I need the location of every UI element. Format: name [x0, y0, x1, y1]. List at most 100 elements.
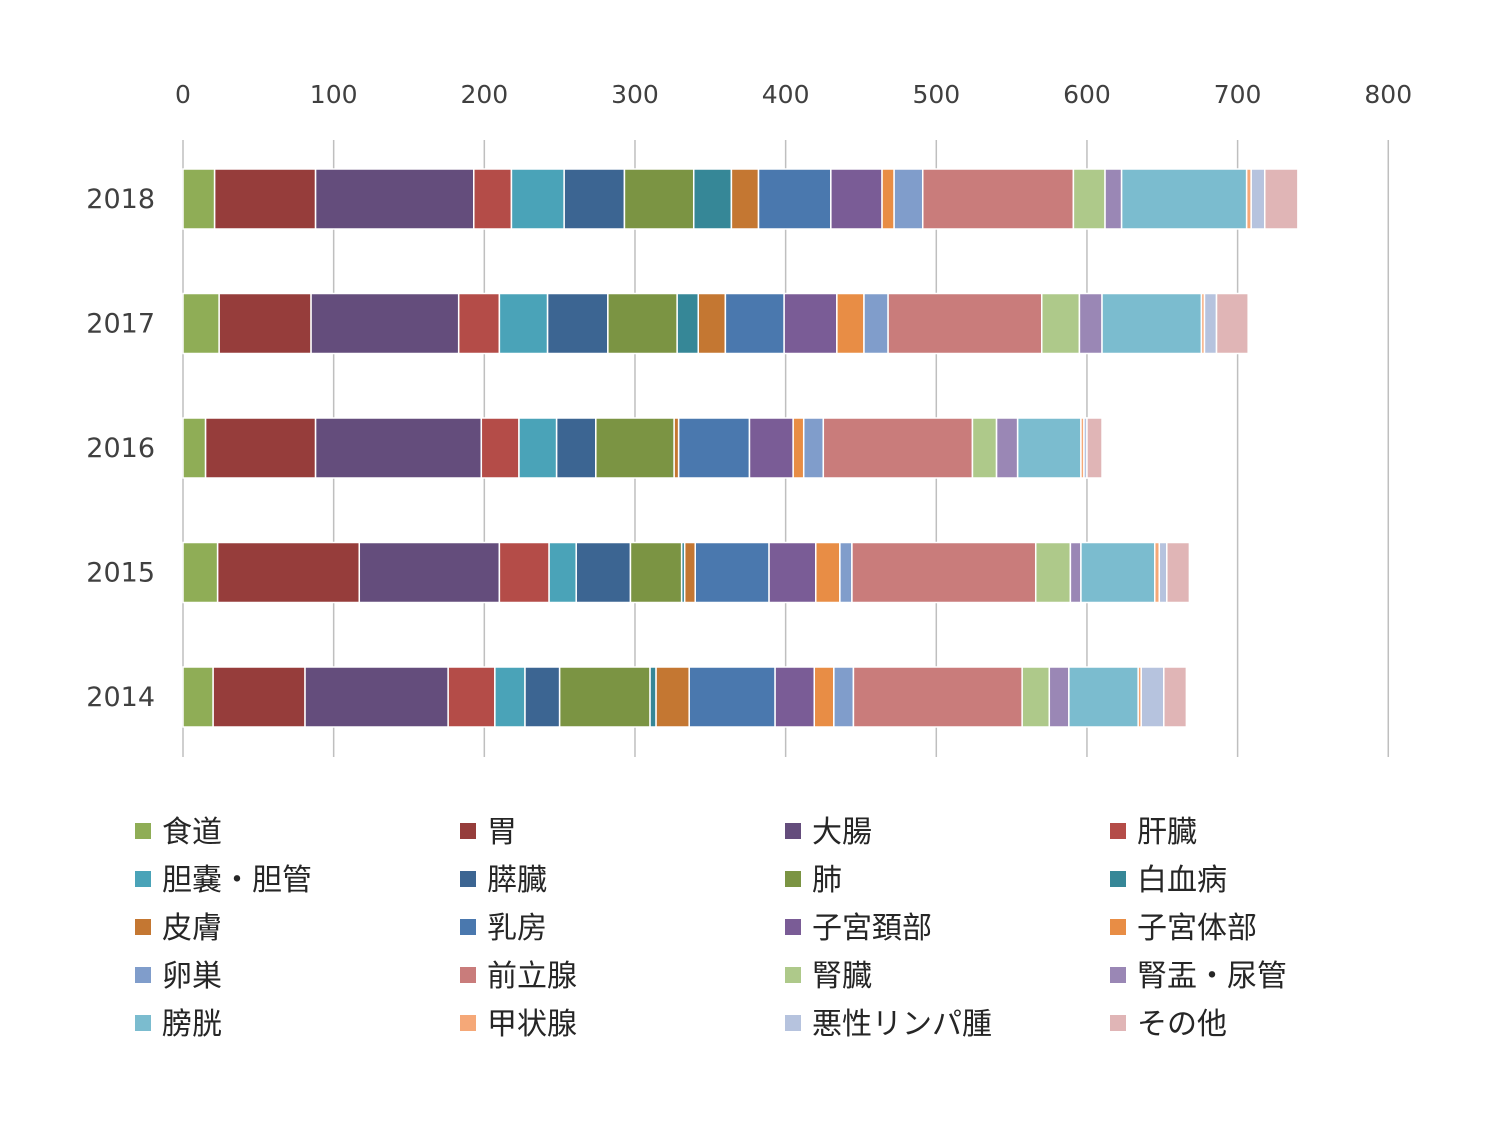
bar-segment: [575, 541, 632, 604]
bar-segment: [607, 292, 678, 355]
category-label: 2018: [86, 184, 155, 215]
bar-segment: [822, 417, 974, 479]
bar-segment: [768, 541, 817, 604]
category-label: 2014: [86, 682, 155, 713]
bar-segment: [655, 666, 690, 728]
bar-segment: [548, 541, 577, 604]
legend-swatch: [460, 967, 476, 983]
legend-item: 大腸: [785, 815, 872, 850]
bar-segment: [629, 541, 683, 604]
bar-segment: [498, 541, 550, 604]
legend-swatch: [135, 919, 151, 935]
bar-segment: [836, 292, 865, 355]
bar-segment: [688, 666, 776, 728]
legend-label: 胆嚢・胆管: [162, 863, 312, 898]
legend-item: 白血病: [1110, 863, 1227, 898]
legend-label: 前立腺: [487, 959, 577, 994]
legend-label: 食道: [162, 815, 222, 850]
bar-segment: [676, 292, 700, 355]
legend-item: 腎盂・尿管: [1110, 959, 1287, 994]
legend-label: 皮膚: [162, 911, 222, 946]
legend-item: 甲状腺: [460, 1007, 577, 1042]
legend-swatch: [135, 823, 151, 839]
legend-item: その他: [1110, 1007, 1227, 1042]
bar-segment: [1086, 417, 1103, 479]
bar-segment: [774, 666, 816, 728]
x-axis-ticks: 0 100 200 300 400 500 600 700 800: [175, 80, 1412, 109]
bar-segment: [212, 666, 306, 728]
category-labels: 2018 2017 2016 2015 2014: [86, 184, 155, 713]
bar-segment: [310, 292, 460, 355]
bar-segment: [921, 168, 1075, 230]
x-tick-label: 200: [460, 80, 508, 109]
legend-item: 乳房: [460, 911, 547, 946]
bar-segment: [563, 168, 626, 230]
bar-segment: [839, 541, 853, 604]
legend-item: 膵臓: [460, 863, 547, 898]
bar-segment: [524, 666, 561, 728]
bar-segment: [1034, 541, 1072, 604]
bar-segment: [694, 541, 770, 604]
bar-segment: [1203, 292, 1218, 355]
bar-segment: [971, 417, 998, 479]
legend-label: 子宮頚部: [812, 911, 932, 946]
bar-segment: [623, 168, 695, 230]
bar-segment: [1048, 666, 1070, 728]
legend-item: 腎臓: [785, 959, 872, 994]
bar-segment: [830, 168, 883, 230]
legend-label: 膵臓: [487, 863, 547, 898]
bar-segment: [995, 417, 1019, 479]
legend-swatch: [785, 967, 801, 983]
bar-segment: [447, 666, 496, 728]
bar-segment: [730, 168, 760, 230]
bar-segment: [216, 541, 361, 604]
legend-item: 食道: [135, 815, 222, 850]
bar-segment: [314, 168, 475, 230]
bar-segment: [1163, 666, 1188, 728]
bar-segment: [881, 168, 895, 230]
legend-item: 前立腺: [460, 959, 577, 994]
legend-item: 胃: [460, 815, 517, 850]
legend-label: 卵巣: [162, 959, 222, 994]
bar-segment: [498, 292, 549, 355]
bar-segment: [792, 417, 805, 479]
legend-label: 甲状腺: [487, 1007, 577, 1042]
legend-swatch: [460, 1015, 476, 1031]
x-tick-label: 300: [611, 80, 659, 109]
bar-segment: [893, 168, 924, 230]
bar-segment: [510, 168, 565, 230]
bar-segment: [1072, 168, 1106, 230]
legend-item: 悪性リンパ腫: [785, 1007, 992, 1042]
bar-segment: [851, 541, 1037, 604]
bar-segment: [494, 666, 526, 728]
category-label: 2016: [86, 433, 155, 464]
bar-segment: [182, 292, 220, 355]
legend-label: 大腸: [812, 815, 872, 850]
legend-label: 乳房: [487, 911, 547, 946]
bar-segment: [358, 541, 501, 604]
bar-segment: [1078, 292, 1103, 355]
bar-segment: [1120, 168, 1248, 230]
bar-segment: [833, 666, 855, 728]
category-label: 2017: [86, 309, 155, 340]
bar-segment: [213, 168, 317, 230]
bar-segment: [1016, 417, 1082, 479]
legend-swatch: [460, 823, 476, 839]
legend-swatch: [785, 823, 801, 839]
bar-segment: [204, 417, 317, 479]
legend-swatch: [785, 919, 801, 935]
bar-segment: [697, 292, 727, 355]
legend-label: 白血病: [1137, 863, 1227, 898]
x-tick-label: 500: [912, 80, 960, 109]
bar-segment: [802, 417, 825, 479]
legend-label: 悪性リンパ腫: [812, 1007, 992, 1042]
category-label: 2015: [86, 558, 155, 589]
bars: [182, 168, 1299, 728]
bar-segment: [480, 417, 520, 479]
legend-swatch: [1110, 919, 1126, 935]
bar-segment: [555, 417, 597, 479]
bar-segment: [457, 292, 501, 355]
legend-label: その他: [1137, 1007, 1227, 1042]
legend-label: 子宮体部: [1137, 911, 1257, 946]
legend-swatch: [785, 1015, 801, 1031]
